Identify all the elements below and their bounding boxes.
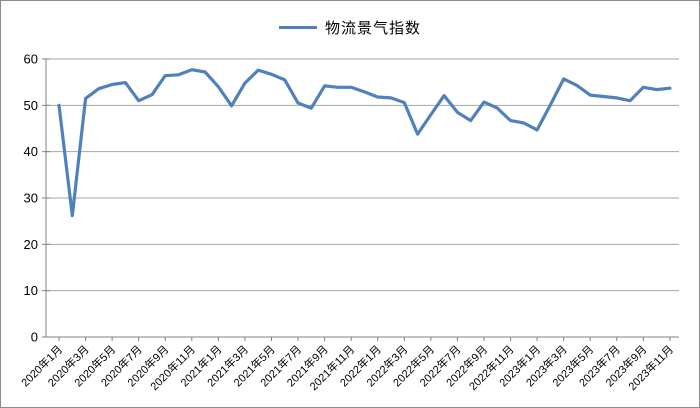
y-tick-label: 20 [24, 237, 38, 252]
y-tick-label: 60 [24, 52, 38, 67]
y-tick-label: 30 [24, 191, 38, 206]
y-tick-label: 0 [31, 330, 38, 345]
y-tick-label: 40 [24, 144, 38, 159]
y-tick-label: 10 [24, 283, 38, 298]
y-tick-label: 50 [24, 98, 38, 113]
series-line [57, 68, 672, 218]
